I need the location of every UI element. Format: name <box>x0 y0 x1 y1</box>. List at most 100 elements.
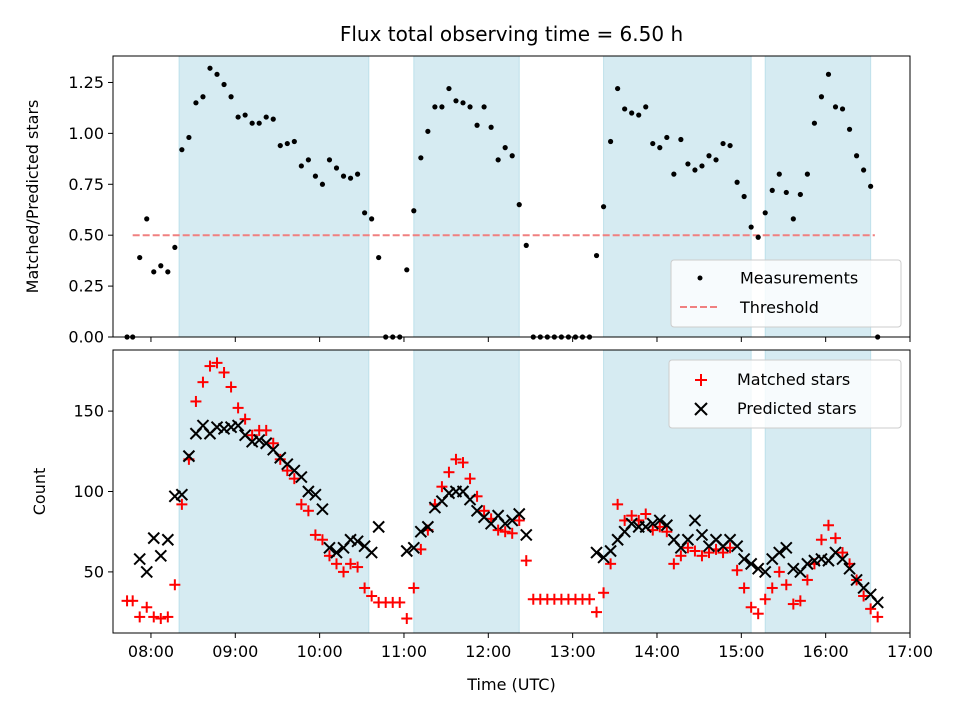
matched-star-point-67 <box>591 606 603 618</box>
predicted-star-point-38 <box>421 520 435 534</box>
top-y-axis-label: Matched/Predicted stars <box>23 100 42 294</box>
top-chart-title: Flux total observing time = 6.50 h <box>340 22 683 46</box>
legend-predicted-label: Predicted stars <box>737 399 857 418</box>
measurement-point-55 <box>509 153 515 159</box>
measurement-point-9 <box>186 134 192 141</box>
measurement-point-5 <box>158 263 164 269</box>
measurement-point-72 <box>629 110 635 116</box>
predicted-star-point-26 <box>316 502 329 516</box>
matched-star-point-89 <box>745 601 757 613</box>
bottom-xtick-label-8: 16:00 <box>803 642 849 661</box>
predicted-star-point-33 <box>365 546 378 559</box>
predicted-star-point-6 <box>175 488 189 501</box>
measurement-point-68 <box>600 204 607 210</box>
matched-star-point-22 <box>274 453 286 465</box>
matched-star-point-21 <box>267 437 279 449</box>
matched-star-point-68 <box>598 587 610 599</box>
matched-star-point-87 <box>731 564 743 576</box>
top-ytick-label-1: 0.25 <box>68 277 104 296</box>
matched-star-point-7 <box>169 579 181 591</box>
matched-star-point-100 <box>822 519 834 531</box>
predicted-star-point-49 <box>498 517 512 530</box>
measurement-point-20 <box>263 114 269 120</box>
predicted-star-point-0 <box>133 552 146 566</box>
measurement-point-51 <box>481 104 487 110</box>
measurement-point-92 <box>769 187 775 193</box>
matched-star-point-55 <box>506 527 518 539</box>
top-shaded-interval-0 <box>178 55 370 338</box>
measurement-point-90 <box>755 234 761 240</box>
matched-star-point-101 <box>830 532 842 544</box>
bottom-shaded-interval-0 <box>178 349 370 634</box>
predicted-star-point-23 <box>295 470 308 484</box>
matched-star-point-33 <box>352 561 364 573</box>
measurement-point-4 <box>151 269 157 275</box>
measurement-point-22 <box>277 142 283 149</box>
top-legend: Measurements Threshold <box>670 259 902 328</box>
predicted-star-point-53 <box>590 546 603 559</box>
matched-star-point-17 <box>239 413 251 425</box>
measurement-point-13 <box>214 71 220 77</box>
matched-star-point-15 <box>225 381 237 393</box>
predicted-star-point-2 <box>147 531 160 545</box>
predicted-star-point-73 <box>730 539 744 553</box>
predicted-star-point-52 <box>520 528 533 542</box>
matched-star-point-94 <box>780 579 792 591</box>
matched-star-point-8 <box>176 498 188 510</box>
matched-star-point-18 <box>246 429 258 441</box>
matched-star-point-30 <box>330 558 342 570</box>
top-x-ticks <box>150 337 911 342</box>
matched-star-point-13 <box>211 357 223 369</box>
predicted-star-point-28 <box>330 546 343 559</box>
measurement-point-27 <box>312 173 319 179</box>
measurement-point-2 <box>137 254 143 261</box>
measurement-point-18 <box>249 120 255 126</box>
measurement-point-73 <box>636 112 642 118</box>
matched-star-point-27 <box>309 529 321 541</box>
matched-star-point-105 <box>858 590 870 602</box>
predicted-star-point-55 <box>604 544 617 558</box>
legend-predicted-marker <box>694 402 708 416</box>
matched-star-point-93 <box>773 566 785 578</box>
measurement-point-102 <box>839 106 846 112</box>
matched-star-point-5 <box>155 613 167 625</box>
measurement-point-41 <box>411 208 417 214</box>
matched-star-point-56 <box>513 514 525 526</box>
predicted-star-point-93 <box>871 596 884 609</box>
measurement-point-57 <box>523 242 529 248</box>
measurement-point-42 <box>418 155 424 161</box>
measurement-point-8 <box>179 147 185 153</box>
bottom-ytick-label-1: 100 <box>73 482 104 501</box>
predicted-star-point-17 <box>252 433 266 447</box>
measurement-point-103 <box>846 126 853 132</box>
bottom-xtick-label-9: 17:00 <box>887 642 933 661</box>
matched-star-point-25 <box>295 498 307 510</box>
measurement-point-10 <box>193 100 199 106</box>
predicted-star-point-62 <box>653 514 667 527</box>
predicted-star-point-74 <box>737 552 751 566</box>
bottom-xtick-label-5: 13:00 <box>550 642 596 661</box>
matched-star-point-70 <box>612 498 624 510</box>
matched-star-point-72 <box>626 510 638 522</box>
measurement-point-36 <box>376 254 382 261</box>
matched-star-point-80 <box>682 542 694 554</box>
measurement-point-74 <box>643 104 649 110</box>
predicted-star-point-63 <box>660 519 674 532</box>
measurement-point-83 <box>706 153 712 159</box>
matched-star-point-92 <box>766 582 778 594</box>
bottom-star-count-points <box>121 357 884 625</box>
bottom-xtick-label-6: 14:00 <box>634 642 680 661</box>
matched-star-point-91 <box>759 593 771 605</box>
predicted-star-point-51 <box>513 507 526 521</box>
measurement-point-21 <box>270 116 276 122</box>
matched-star-point-3 <box>141 601 153 613</box>
measurement-point-7 <box>172 244 178 251</box>
bottom-y-axis-label: Count <box>30 468 49 516</box>
bottom-xtick-label-1: 09:00 <box>212 642 258 661</box>
predicted-star-point-31 <box>351 535 364 548</box>
matched-star-point-26 <box>302 505 314 517</box>
measurement-point-97 <box>804 171 810 177</box>
predicted-star-point-1 <box>140 565 153 579</box>
measurement-point-35 <box>369 216 375 222</box>
measurement-point-95 <box>790 216 796 222</box>
